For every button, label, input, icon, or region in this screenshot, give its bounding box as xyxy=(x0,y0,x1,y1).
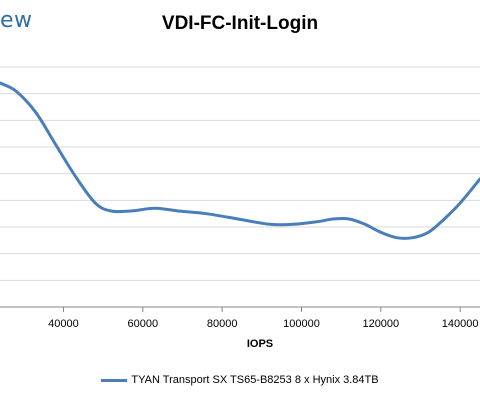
legend-label: TYAN Transport SX TS65-B8253 8 x Hynix 3… xyxy=(131,374,379,386)
x-tick-label: 140000 xyxy=(442,318,479,330)
x-tick-label: 40000 xyxy=(48,318,79,330)
x-axis: 40000 60000 80000 100000 120000 140000 xyxy=(48,307,479,330)
x-tick-label: 100000 xyxy=(283,318,320,330)
x-tick-label: 80000 xyxy=(207,318,238,330)
series-line xyxy=(0,81,480,240)
x-tick-label: 120000 xyxy=(362,318,399,330)
legend-swatch xyxy=(101,378,128,382)
chart-title: VDI-FC-Init-Login xyxy=(161,13,319,34)
logo-fragment: ew xyxy=(0,8,33,33)
x-axis-label: IOPS xyxy=(246,338,274,350)
gridlines xyxy=(0,66,480,308)
x-tick-label: 60000 xyxy=(128,318,159,330)
series-layer xyxy=(0,81,480,240)
legend: TYAN Transport SX TS65-B8253 8 x Hynix 3… xyxy=(0,374,480,386)
